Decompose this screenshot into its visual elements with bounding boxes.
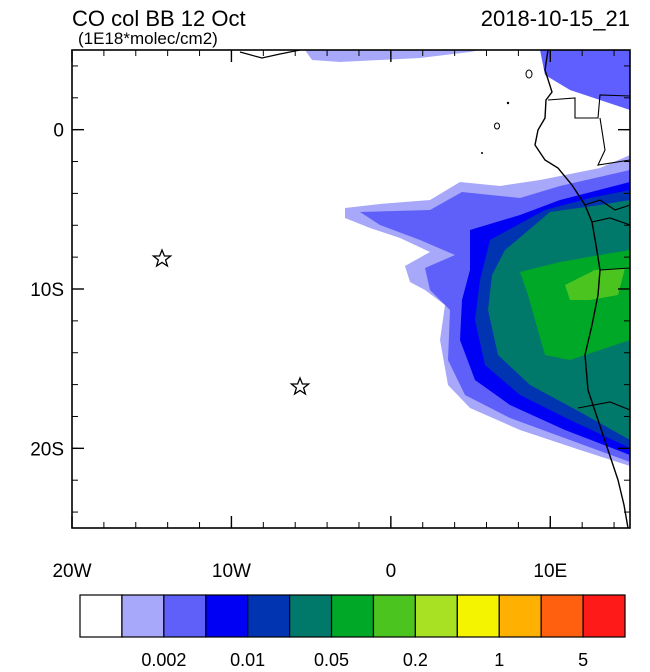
colorbar-box (121, 594, 165, 638)
colorbar-box (582, 594, 626, 638)
colorbar-label: 0.05 (314, 650, 349, 667)
plume-outer (305, 50, 480, 62)
x-tick-label: 10E (533, 561, 567, 582)
colorbar-label: 5 (578, 650, 588, 667)
x-tick-label: 20W (52, 561, 91, 582)
island (525, 69, 533, 79)
country-borders (547, 94, 630, 411)
colorbar-box (498, 594, 542, 638)
colorbar-box (289, 594, 333, 638)
y-tick-label: 20S (30, 439, 64, 460)
units: (1E18*molec/cm2) (78, 29, 218, 48)
colorbar-box (247, 594, 291, 638)
plume-layer-7 (565, 268, 625, 300)
axis-ticks: 20W 10W 0 10E 0 10S 20S (30, 50, 630, 582)
colorbar-box (330, 594, 375, 638)
colorbar: 0.002 0.01 0.05 0.2 1 5 (79, 594, 626, 670)
y-tick-label: 0 (53, 121, 64, 142)
valid-time: 2018-10-15_21 (481, 6, 630, 31)
colorbar-box (205, 594, 249, 638)
star-marker (289, 376, 311, 396)
plot-area (72, 50, 630, 528)
island (494, 122, 500, 130)
colorbar-label: 0.002 (141, 650, 186, 667)
colorbar-box (163, 594, 207, 638)
colorbar-box (79, 594, 123, 638)
colorbar-box (414, 594, 458, 638)
island (481, 152, 483, 154)
colorbar-label: 0.2 (403, 650, 428, 667)
colorbar-label: 1 (494, 650, 504, 667)
x-tick-label: 10W (212, 561, 251, 582)
coastline-north (239, 50, 301, 59)
star-marker (151, 248, 173, 268)
colorbar-label: 0.01 (230, 650, 265, 667)
colorbar-box (456, 594, 500, 638)
y-tick-label: 10S (30, 280, 64, 301)
title: CO col BB 12 Oct (72, 6, 246, 31)
colorbar-box (372, 594, 416, 638)
colorbar-box (540, 594, 584, 638)
x-tick-label: 0 (386, 561, 397, 582)
island (506, 101, 510, 105)
